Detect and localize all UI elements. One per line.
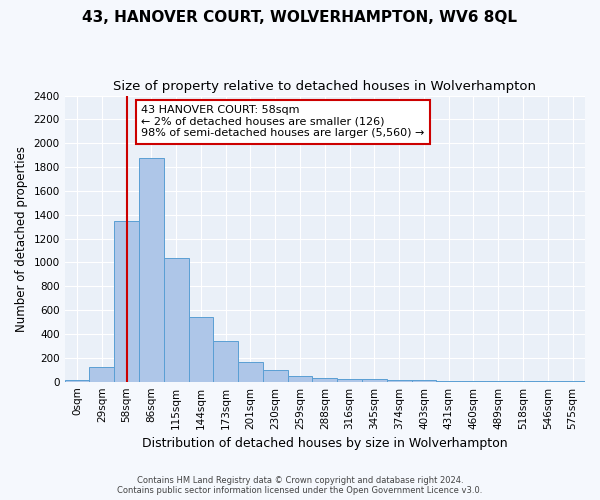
Title: Size of property relative to detached houses in Wolverhampton: Size of property relative to detached ho… bbox=[113, 80, 536, 93]
Bar bbox=[164, 258, 188, 382]
Bar bbox=[412, 380, 436, 382]
Text: 43 HANOVER COURT: 58sqm
← 2% of detached houses are smaller (126)
98% of semi-de: 43 HANOVER COURT: 58sqm ← 2% of detached… bbox=[142, 105, 425, 138]
Text: Contains HM Land Registry data © Crown copyright and database right 2024.
Contai: Contains HM Land Registry data © Crown c… bbox=[118, 476, 482, 495]
Bar bbox=[263, 370, 287, 382]
Y-axis label: Number of detached properties: Number of detached properties bbox=[15, 146, 28, 332]
Bar bbox=[114, 220, 139, 382]
Bar bbox=[436, 381, 461, 382]
Bar bbox=[387, 380, 412, 382]
Bar bbox=[188, 318, 214, 382]
Bar bbox=[89, 368, 114, 382]
Bar bbox=[362, 380, 387, 382]
Bar bbox=[337, 378, 362, 382]
X-axis label: Distribution of detached houses by size in Wolverhampton: Distribution of detached houses by size … bbox=[142, 437, 508, 450]
Bar bbox=[238, 362, 263, 382]
Bar bbox=[65, 380, 89, 382]
Text: 43, HANOVER COURT, WOLVERHAMPTON, WV6 8QL: 43, HANOVER COURT, WOLVERHAMPTON, WV6 8Q… bbox=[83, 10, 517, 25]
Bar bbox=[313, 378, 337, 382]
Bar bbox=[214, 341, 238, 382]
Bar bbox=[287, 376, 313, 382]
Bar bbox=[139, 158, 164, 382]
